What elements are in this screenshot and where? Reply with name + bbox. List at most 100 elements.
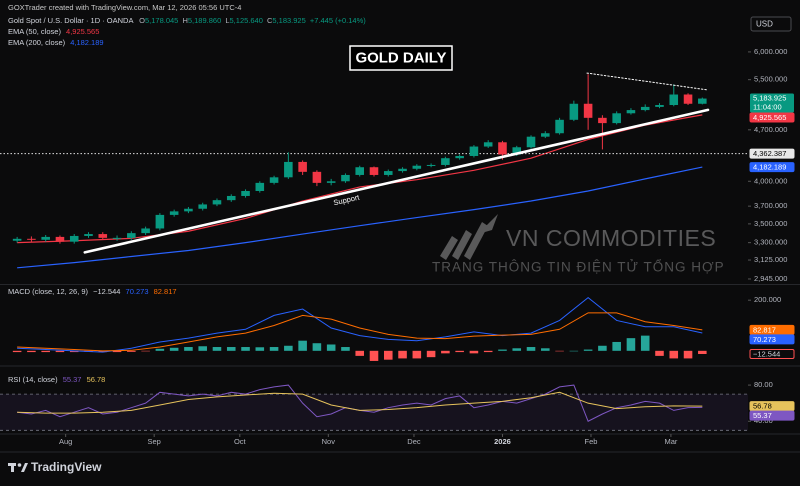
histogram-bar xyxy=(669,350,679,359)
rsi-pane xyxy=(0,384,748,431)
histogram-bar xyxy=(312,343,322,351)
candle-body xyxy=(412,165,422,169)
histogram-bar xyxy=(12,350,22,353)
macd-line xyxy=(17,297,703,353)
x-tick-label: 2026 xyxy=(494,437,511,446)
x-tick-label: Oct xyxy=(234,437,247,446)
ohlc-key: H xyxy=(182,16,187,25)
candle-body xyxy=(598,117,607,124)
candle-body xyxy=(512,147,522,155)
x-tick-label: Feb xyxy=(585,437,598,446)
candle-body xyxy=(55,236,65,242)
last-price: 5,183.925 xyxy=(753,94,786,103)
histogram-bar xyxy=(269,347,279,351)
watermark: VN COMMODITIES TRANG THÔNG TIN ĐIỆN TỬ T… xyxy=(432,214,725,275)
candle-body xyxy=(112,237,122,239)
candle-body xyxy=(669,94,679,106)
axes: 2,945.000 3,125.000 3,300.000 3,500.000 3,70… xyxy=(59,47,795,446)
histogram-bar xyxy=(498,349,507,351)
candle-body xyxy=(12,238,22,241)
candle-body xyxy=(498,142,507,155)
candle-body xyxy=(169,211,179,215)
level-value: 4,362.387 xyxy=(753,149,786,158)
legend-value: 4,925.565 xyxy=(66,27,99,36)
histogram-bar xyxy=(426,350,436,358)
histogram-bar xyxy=(27,350,36,353)
candle-body xyxy=(155,214,165,229)
price-pane: Support xyxy=(0,72,748,269)
y-tick-label: 6,000.000 xyxy=(754,47,787,56)
y-tick-label: 4,700.000 xyxy=(754,125,787,134)
candle-body xyxy=(555,119,564,134)
candle-body xyxy=(298,161,307,172)
candle-body xyxy=(269,177,279,183)
legend-value: 56.78 xyxy=(87,375,106,384)
legend-row: EMA (200, close) 4,182.189 xyxy=(8,38,104,47)
histogram-bar xyxy=(255,347,265,351)
candle-body xyxy=(569,103,579,120)
histogram-bar xyxy=(455,350,464,353)
macd-value: 70.273 xyxy=(753,335,776,344)
candle-body xyxy=(84,234,93,236)
level-value-box xyxy=(749,148,795,159)
histogram-bar xyxy=(212,347,222,351)
x-tick-label: Sep xyxy=(147,437,160,446)
countdown: 11:04:00 xyxy=(753,103,782,112)
indicator-label: RSI (14, close) xyxy=(8,375,58,384)
ema-value-box xyxy=(749,112,795,123)
candle-body xyxy=(284,161,293,178)
legend-row: MACD (close, 12, 26, 9) −12.544 70.273 8… xyxy=(8,287,177,296)
histogram-bar xyxy=(569,350,579,352)
ohlc-value: 5,125.640 xyxy=(230,16,263,25)
histogram-bar xyxy=(341,347,350,351)
histogram-bar xyxy=(141,350,150,352)
candle-body xyxy=(626,110,636,114)
ohlc-value: 5,189.860 xyxy=(188,16,221,25)
y-tick-label: 3,300.000 xyxy=(754,238,787,247)
histogram-bar xyxy=(169,347,179,351)
y-tick-label: 3,500.000 xyxy=(754,219,787,228)
footer-brand: TradingView xyxy=(31,460,102,474)
y-tick-label: 40.00 xyxy=(754,416,773,425)
candle-body xyxy=(526,136,536,148)
legend-name: EMA (200, close) xyxy=(8,38,66,47)
legend-name: EMA (50, close) xyxy=(8,27,61,36)
ohlc-key: O xyxy=(139,16,145,25)
x-tick-label: Dec xyxy=(407,437,421,446)
watermark-title: VN COMMODITIES xyxy=(506,225,716,251)
candle-body xyxy=(455,155,464,159)
y-tick-label: 5,500.000 xyxy=(754,75,787,84)
histogram-bar xyxy=(640,335,650,351)
tradingview-logo xyxy=(8,463,28,472)
macd-value-box xyxy=(749,334,795,345)
y-tick-label: 2,945.000 xyxy=(754,274,787,283)
histogram-bar xyxy=(226,347,236,351)
candle-body xyxy=(241,190,250,196)
histogram-bar xyxy=(55,350,65,353)
histogram-bar xyxy=(655,350,664,356)
histogram-bar xyxy=(512,348,522,351)
histogram-bar xyxy=(127,350,136,352)
histogram-bar xyxy=(298,340,307,351)
last-price-box xyxy=(750,93,794,113)
candle-body xyxy=(655,105,664,107)
watermark-subtitle: TRANG THÔNG TIN ĐIỆN TỬ TỔNG HỢP xyxy=(432,260,725,275)
currency-box[interactable] xyxy=(750,16,792,32)
candle-body xyxy=(483,142,493,147)
currency[interactable]: USD xyxy=(756,20,773,29)
histogram-bar xyxy=(598,345,607,351)
ohlc-key: C xyxy=(267,16,273,25)
candle-body xyxy=(341,174,350,182)
histogram-bar xyxy=(369,350,379,361)
candle-body xyxy=(212,200,222,205)
histogram-bar xyxy=(198,346,207,351)
candle-body xyxy=(141,228,150,234)
trendline xyxy=(83,108,710,254)
symbol: Gold Spot / U.S. Dollar · 1D · OANDA xyxy=(8,16,133,25)
candle-body xyxy=(127,233,136,238)
ohlc-key: L xyxy=(225,16,229,25)
trendline xyxy=(586,72,709,91)
y-tick-label: 3,700.000 xyxy=(754,201,787,210)
candle-body xyxy=(255,182,265,191)
candle-body xyxy=(27,238,36,240)
